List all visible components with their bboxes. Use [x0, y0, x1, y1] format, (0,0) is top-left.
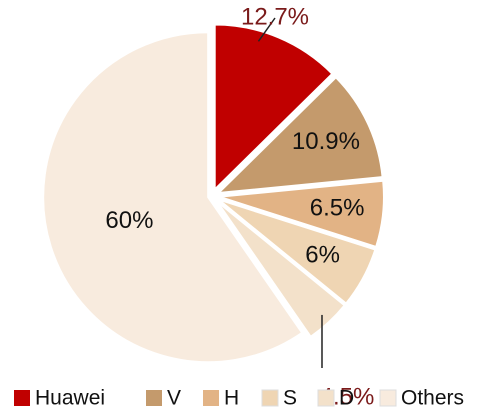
legend-swatch — [14, 390, 30, 406]
pie-slice — [213, 23, 334, 192]
leader-line — [257, 17, 276, 42]
legend-label: D — [339, 387, 354, 410]
value-label: 6.5% — [310, 195, 365, 222]
value-label: 12.7% — [241, 3, 309, 30]
legend-swatch — [146, 390, 162, 406]
pie-slice — [42, 31, 304, 364]
legend-swatch — [317, 389, 335, 407]
legend-label: V — [167, 387, 181, 410]
value-label: 60% — [105, 207, 153, 234]
pie-slice — [215, 200, 347, 339]
legend-swatch — [203, 390, 219, 406]
legend-swatch — [379, 389, 397, 407]
legend-label: Others — [401, 387, 464, 410]
legend-label: S — [283, 387, 297, 410]
value-label: 10.9% — [292, 128, 360, 155]
pie-slice — [217, 198, 377, 305]
pie-slice — [218, 179, 385, 249]
pie-slice — [215, 75, 384, 195]
legend-swatch — [261, 389, 279, 407]
value-label: 6% — [305, 241, 340, 268]
legend-label: Huawei — [35, 387, 105, 410]
legend-label: H — [224, 387, 239, 410]
